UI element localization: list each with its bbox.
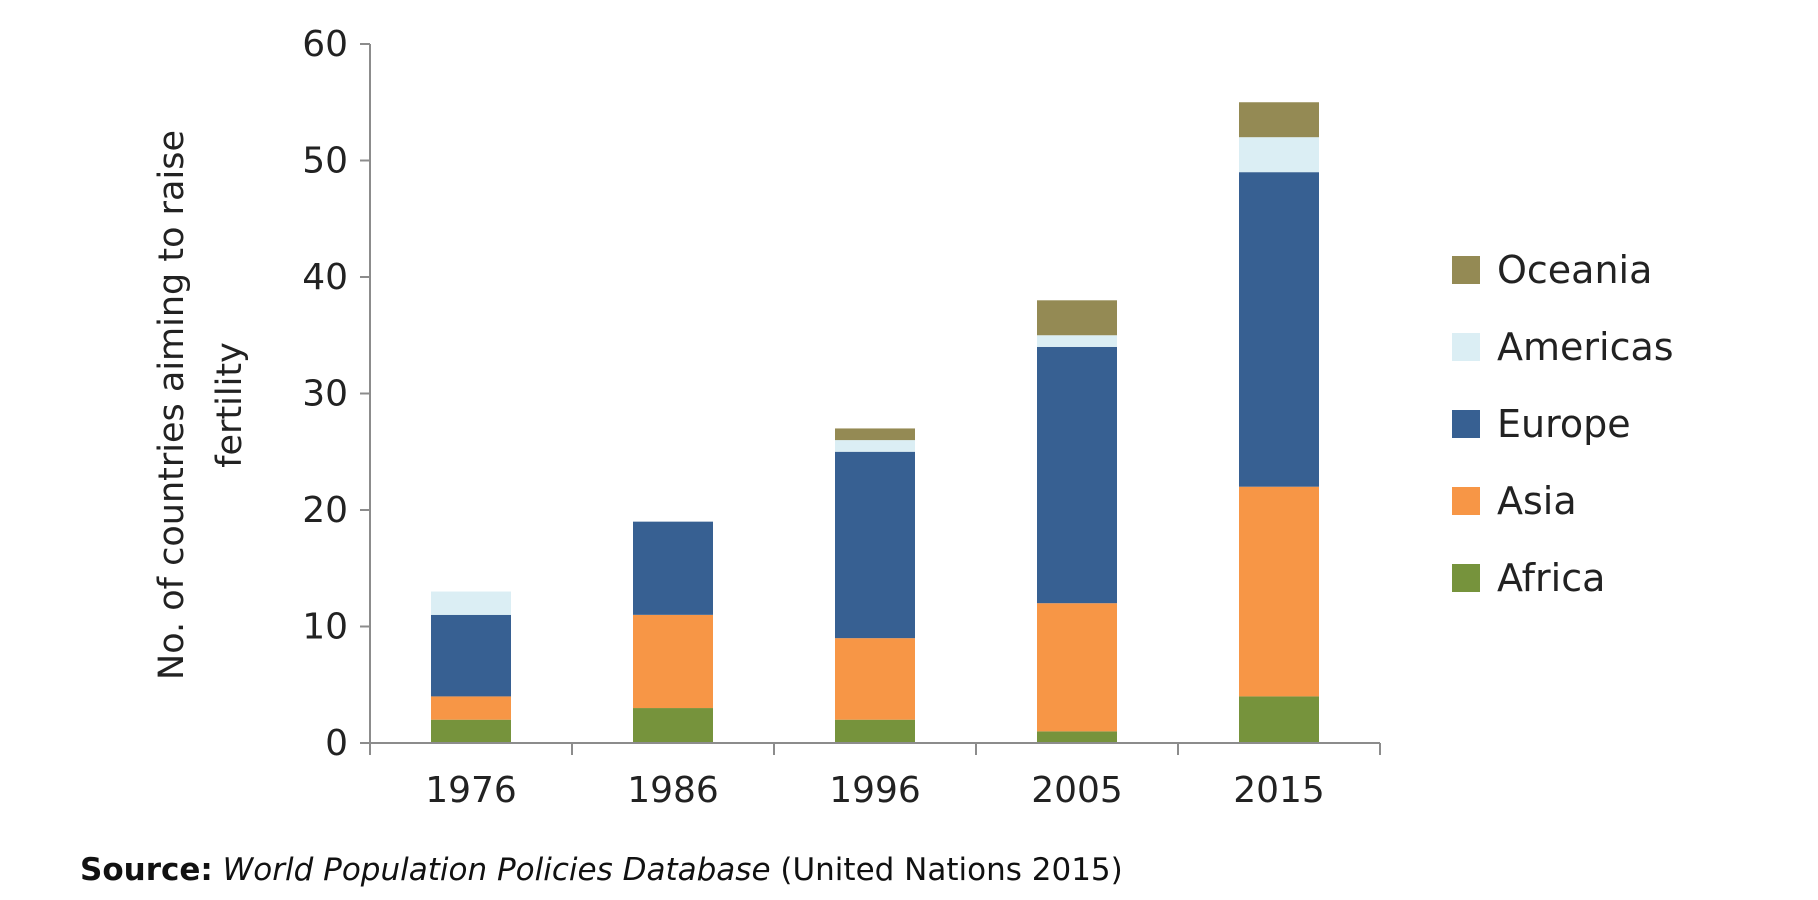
bar-segment-americas-2015 (1239, 137, 1319, 173)
bar-segment-europe-2015 (1239, 172, 1319, 487)
y-tick-label: 50 (302, 141, 348, 182)
bar-segment-africa-1996 (835, 719, 915, 743)
bar-segment-europe-1996 (835, 451, 915, 639)
bars (431, 102, 1319, 743)
legend-swatch-americas (1452, 333, 1480, 361)
legend-swatch-oceania (1452, 256, 1480, 284)
bar-segment-oceania-2015 (1239, 102, 1319, 138)
y-axis-title: No. of countries aiming to raise fertili… (152, 130, 250, 680)
legend-swatch-asia (1452, 487, 1480, 515)
bar-segment-africa-1986 (633, 708, 713, 743)
y-tick-labels: 0 10 20 30 40 50 60 (302, 24, 348, 764)
y-tick-label: 60 (302, 24, 348, 65)
bar-segment-africa-1976 (431, 719, 511, 743)
legend-label-europe: Europe (1497, 402, 1631, 446)
bar-segment-oceania-1996 (835, 428, 915, 441)
bar-segment-africa-2005 (1037, 731, 1117, 743)
bar-segment-asia-2015 (1239, 486, 1319, 697)
bar-segment-asia-1986 (633, 614, 713, 709)
x-tick-label: 2015 (1233, 770, 1325, 811)
bar-segment-europe-1976 (431, 614, 511, 697)
legend-label-americas: Americas (1497, 325, 1674, 369)
source-citation: (United Nations 2015) (780, 852, 1123, 888)
source-prefix: Source: (80, 852, 213, 888)
source-database: World Population Policies Database (222, 852, 771, 888)
legend-label-asia: Asia (1497, 479, 1577, 523)
y-axis-title-line-2: fertility (210, 342, 250, 468)
bar-segment-asia-1996 (835, 638, 915, 720)
y-tick-label: 40 (302, 257, 348, 298)
bar-segment-americas-2005 (1037, 335, 1117, 347)
legend-label-oceania: Oceania (1497, 248, 1652, 292)
bar-segment-americas-1996 (835, 440, 915, 452)
x-tick-label: 1996 (829, 770, 921, 811)
y-tick-label: 10 (302, 607, 348, 648)
axes (360, 43, 1381, 755)
x-tick-label: 1986 (627, 770, 719, 811)
legend-swatch-europe (1452, 410, 1480, 438)
bar-segment-europe-2005 (1037, 346, 1117, 604)
x-tick-label: 2005 (1031, 770, 1123, 811)
bar-segment-africa-2015 (1239, 696, 1319, 743)
bar-segment-europe-1986 (633, 521, 713, 615)
y-tick-label: 20 (302, 490, 348, 531)
bar-segment-asia-1976 (431, 696, 511, 720)
legend-swatch-africa (1452, 564, 1480, 592)
y-tick-label: 0 (325, 723, 348, 764)
y-axis-title-line-1: No. of countries aiming to raise (152, 130, 192, 680)
legend-label-africa: Africa (1497, 556, 1605, 600)
x-tick-labels: 1976 1986 1996 2005 2015 (425, 770, 1325, 811)
legend: Oceania Americas Europe Asia Africa (1452, 248, 1674, 600)
bar-segment-oceania-2005 (1037, 300, 1117, 336)
source-note: Source: World Population Policies Databa… (80, 852, 1123, 888)
x-tick-label: 1976 (425, 770, 517, 811)
bar-segment-americas-1976 (431, 591, 511, 615)
y-tick-label: 30 (302, 374, 348, 415)
bar-segment-asia-2005 (1037, 603, 1117, 732)
